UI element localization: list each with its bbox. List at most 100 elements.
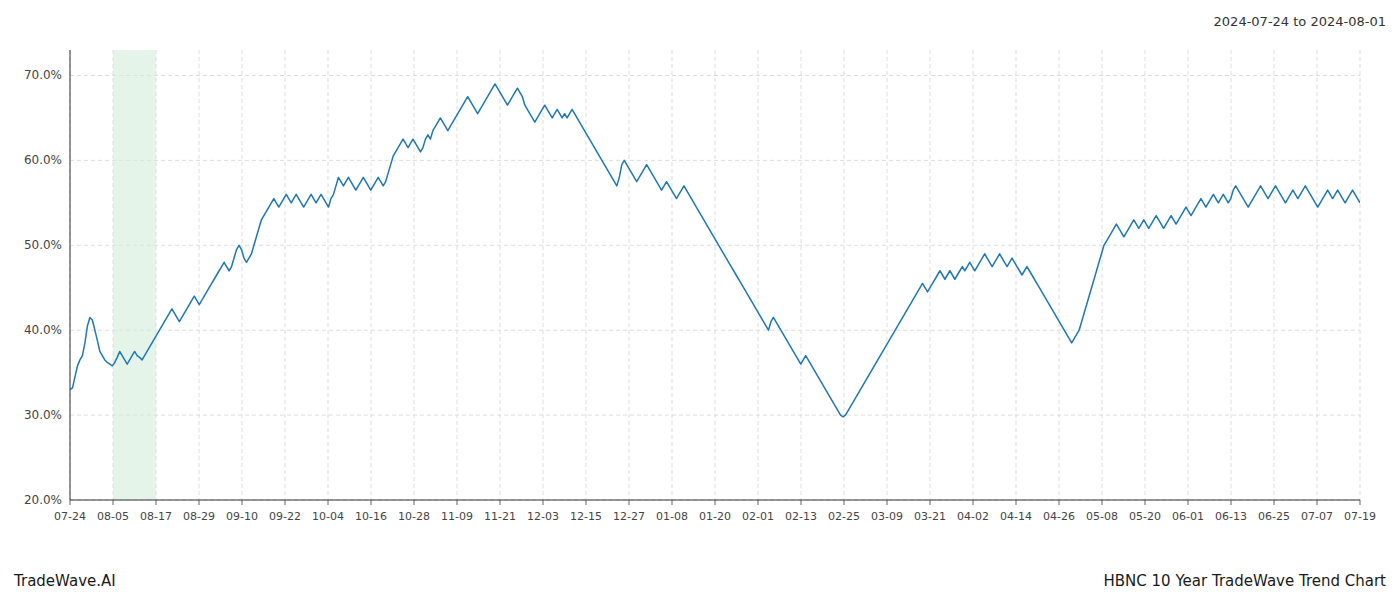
x-tick (500, 500, 501, 505)
x-grid-line (1360, 50, 1361, 500)
grid (70, 50, 1360, 500)
x-tick-label: 12-15 (570, 510, 602, 523)
x-grid-line (758, 50, 759, 500)
x-tick-label: 09-10 (226, 510, 258, 523)
x-tick (414, 500, 415, 505)
x-grid-line (70, 50, 71, 500)
x-tick-label: 07-24 (54, 510, 86, 523)
x-grid-line (543, 50, 544, 500)
x-tick (113, 500, 114, 505)
x-grid-line (1016, 50, 1017, 500)
y-tick-label: 30.0% (24, 408, 62, 422)
x-tick (973, 500, 974, 505)
x-tick (457, 500, 458, 505)
x-tick (672, 500, 673, 505)
x-grid-line (1317, 50, 1318, 500)
x-grid-line (973, 50, 974, 500)
x-tick-label: 02-25 (828, 510, 860, 523)
y-axis-line (70, 50, 71, 500)
y-grid-line (70, 160, 1360, 161)
title: HBNC 10 Year TradeWave Trend Chart (1104, 572, 1387, 590)
x-tick (758, 500, 759, 505)
x-tick-label: 02-01 (742, 510, 774, 523)
x-grid-line (1059, 50, 1060, 500)
x-grid-line (500, 50, 501, 500)
x-grid-line (285, 50, 286, 500)
x-grid-line (629, 50, 630, 500)
x-tick-label: 02-13 (785, 510, 817, 523)
line (70, 84, 1360, 417)
x-tick (156, 500, 157, 505)
x-tick-label: 03-21 (914, 510, 946, 523)
x-tick-label: 01-20 (699, 510, 731, 523)
x-tick-label: 10-16 (355, 510, 387, 523)
x-tick-label: 10-04 (312, 510, 344, 523)
x-tick (629, 500, 630, 505)
x-grid-line (586, 50, 587, 500)
x-tick (1188, 500, 1189, 505)
x-tick (1016, 500, 1017, 505)
x-tick (70, 500, 71, 505)
x-tick-label: 09-22 (269, 510, 301, 523)
highlight-band (113, 50, 156, 500)
x-tick-label: 03-09 (871, 510, 903, 523)
x-tick-label: 01-08 (656, 510, 688, 523)
x-tick-label: 08-29 (183, 510, 215, 523)
x-grid-line (371, 50, 372, 500)
y-tick-label: 70.0% (24, 68, 62, 82)
y-tick-label: 40.0% (24, 323, 62, 337)
x-tick-label: 10-28 (398, 510, 430, 523)
annotation: TradeWave.AI (13, 572, 116, 590)
x-grid-line (242, 50, 243, 500)
x-grid-line (1102, 50, 1103, 500)
subtitle: 2024-07-24 to 2024-08-01 (1214, 14, 1386, 29)
x-tick (930, 500, 931, 505)
x-tick (844, 500, 845, 505)
x-tick (586, 500, 587, 505)
x-grid-line (801, 50, 802, 500)
x-tick-label: 11-21 (484, 510, 516, 523)
y-grid-line (70, 500, 1360, 501)
y-grid-line (70, 245, 1360, 246)
x-grid-line (199, 50, 200, 500)
x-tick (1317, 500, 1318, 505)
x-tick (285, 500, 286, 505)
x-grid-line (844, 50, 845, 500)
x-tick-label: 04-14 (1000, 510, 1032, 523)
x-tick-label: 11-09 (441, 510, 473, 523)
x-grid-line (414, 50, 415, 500)
x-tick-label: 07-19 (1344, 510, 1376, 523)
x-tick (543, 500, 544, 505)
x-tick-label: 04-02 (957, 510, 989, 523)
x-tick (1145, 500, 1146, 505)
x-tick (371, 500, 372, 505)
x-grid-line (887, 50, 888, 500)
y-tick-label: 20.0% (24, 493, 62, 507)
x-tick-label: 04-26 (1043, 510, 1075, 523)
y-tick-label: 50.0% (24, 238, 62, 252)
x-tick (328, 500, 329, 505)
chart: 20.0%30.0%40.0%50.0%60.0%70.0%07-2408-05… (0, 0, 1400, 600)
x-tick (1360, 500, 1361, 505)
x-tick-label: 12-03 (527, 510, 559, 523)
x-tick (887, 500, 888, 505)
x-tick-label: 06-01 (1172, 510, 1204, 523)
x-axis-line (70, 500, 1360, 501)
y-grid-line (70, 75, 1360, 76)
x-tick-label: 05-20 (1129, 510, 1161, 523)
x-tick-label: 08-05 (97, 510, 129, 523)
x-tick (242, 500, 243, 505)
x-tick-label: 08-17 (140, 510, 172, 523)
x-tick-label: 12-27 (613, 510, 645, 523)
x-grid-line (1231, 50, 1232, 500)
x-tick (199, 500, 200, 505)
x-tick (1059, 500, 1060, 505)
x-tick (1231, 500, 1232, 505)
x-grid-line (1188, 50, 1189, 500)
x-tick (801, 500, 802, 505)
x-grid-line (1274, 50, 1275, 500)
plot-area (70, 50, 1360, 500)
x-tick (1274, 500, 1275, 505)
x-grid-line (457, 50, 458, 500)
x-grid-line (1145, 50, 1146, 500)
